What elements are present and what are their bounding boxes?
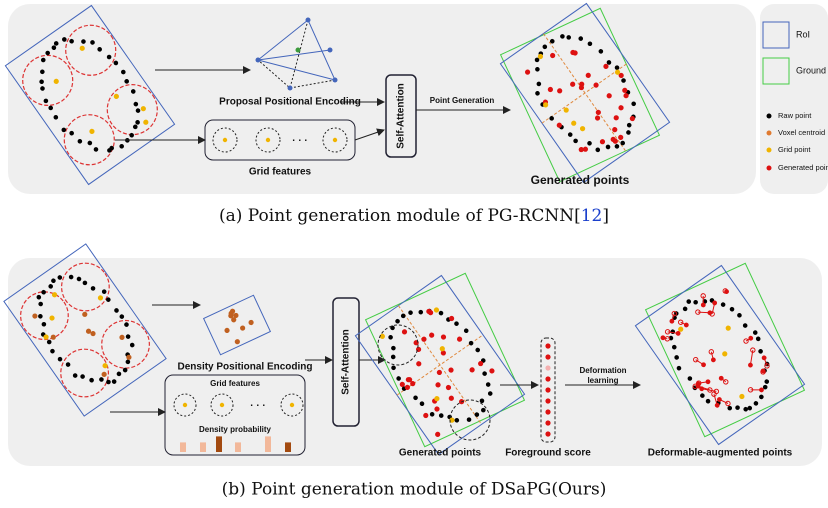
point: [306, 18, 311, 23]
density-bar: [285, 442, 291, 452]
label: learning: [587, 376, 618, 385]
point: [545, 387, 550, 392]
point: [333, 78, 338, 83]
legend-label: Generated point: [778, 163, 828, 172]
point: [333, 138, 337, 142]
ellipsis: · · ·: [250, 401, 266, 412]
legend-dot: [767, 114, 772, 119]
point: [288, 86, 293, 91]
label: Foreground score: [505, 448, 591, 459]
point: [545, 365, 550, 370]
density-bar: [235, 442, 241, 452]
legend-dot: [767, 148, 772, 153]
label: Generated points: [399, 448, 482, 459]
point: [328, 48, 333, 53]
label: Grid features: [249, 167, 312, 178]
point: [545, 376, 550, 381]
point: [266, 138, 270, 142]
legend-label: RoI: [796, 29, 810, 39]
label: Grid features: [210, 379, 260, 388]
point: [220, 403, 224, 407]
label: Self-Attention: [396, 83, 407, 149]
legend-label: Ground Truth: [796, 65, 828, 75]
label: Density Positional Encoding: [177, 362, 312, 373]
point: [256, 58, 261, 63]
density-bar: [216, 436, 222, 452]
label: Generated points: [531, 173, 630, 187]
caption-text: (a) Point generation module of PG-RCNN[: [219, 206, 581, 226]
ellipsis: · · ·: [292, 136, 308, 147]
label: Point Generation: [430, 96, 495, 105]
caption-text: ]: [602, 206, 609, 226]
point: [183, 403, 187, 407]
legend-label: Raw point: [778, 111, 812, 120]
label: Deformable-augmented points: [648, 448, 793, 459]
density-bar: [265, 436, 271, 452]
citation[interactable]: 12: [581, 206, 603, 226]
point: [545, 420, 550, 425]
label: Density probability: [199, 425, 272, 434]
legend-dot: [767, 131, 772, 136]
point: [223, 138, 227, 142]
point: [545, 354, 550, 359]
density-bar: [200, 442, 206, 452]
point: [545, 398, 550, 403]
label: Proposal Positional Encoding: [219, 97, 361, 108]
legend-dot: [767, 166, 772, 171]
point: [296, 48, 301, 53]
point: [545, 343, 550, 348]
point: [545, 409, 550, 414]
page: {"panel_a": {"proposal_encoding": "Propo…: [0, 0, 828, 508]
point: [290, 403, 294, 407]
legend-label: Voxel centroid: [778, 128, 825, 137]
panel-a-bg: [8, 4, 756, 194]
point: [545, 431, 550, 436]
caption: (b) Point generation module of DSaPG(Our…: [222, 480, 607, 500]
label: Self-Attention: [341, 329, 352, 395]
figure: · · ·· · · Proposal Positional Encoding …: [0, 0, 828, 508]
legend-label: Grid point: [778, 145, 811, 154]
density-bar: [180, 442, 186, 452]
caption: (a) Point generation module of PG-RCNN[1…: [219, 206, 609, 226]
label: Deformation: [579, 366, 626, 375]
